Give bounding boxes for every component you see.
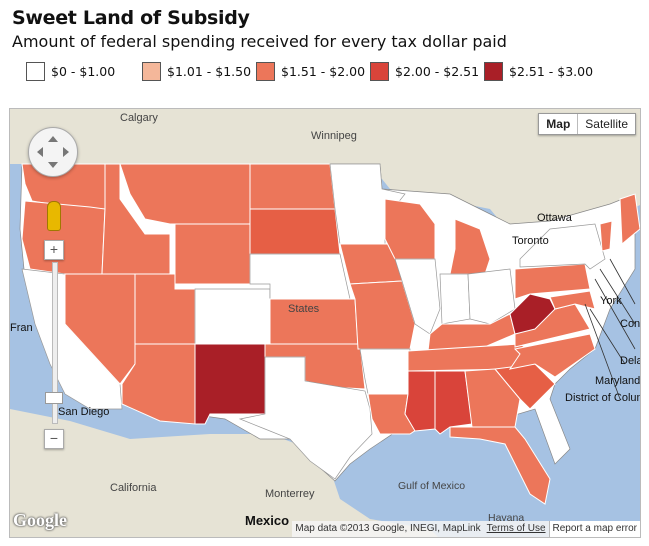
legend-label-0: $0 - $1.00 [51,63,116,79]
chart-subtitle: Amount of federal spending received for … [12,32,507,51]
state-florida[interactable] [449,426,551,505]
street-view-pegman-icon[interactable] [47,201,61,231]
label-dc: District of Columbia [565,392,641,404]
state-colorado[interactable] [194,288,271,345]
google-logo: Google [13,510,67,530]
zoom-slider[interactable] [52,262,58,424]
zoom-out-button[interactable]: − [44,429,64,449]
label-francisco: Fran [10,322,33,334]
legend-label-4: $2.51 - $3.00 [509,63,594,79]
map-svg[interactable]: Calgary Winnipeg Ottawa Toronto San Dieg… [10,109,641,538]
label-winnipeg: Winnipeg [311,130,357,142]
legend-item-4: $2.51 - $3.00 [484,60,593,82]
label-states: States [288,303,320,315]
state-nevada[interactable] [64,273,136,385]
legend-swatch-2 [256,61,275,81]
label-delaware: Dela [620,355,641,367]
map-canvas[interactable]: Calgary Winnipeg Ottawa Toronto San Dieg… [9,108,641,538]
callout-lines [584,258,636,400]
pan-control[interactable] [28,127,78,177]
state-arkansas[interactable] [359,348,411,395]
mexico-land [10,409,438,537]
state-north-dakota[interactable] [249,163,336,210]
state-south-dakota[interactable] [249,208,341,255]
satellite-button[interactable]: Satellite [585,117,628,131]
legend-swatch-4 [484,61,503,81]
label-toronto: Toronto [512,235,549,247]
label-conn: Conn [620,318,641,330]
legend-item-1: $1.01 - $1.50 [142,60,251,82]
state-oregon[interactable] [21,200,106,275]
state-new-york[interactable] [519,223,606,270]
state-ohio[interactable] [467,268,516,325]
label-calgary: Calgary [120,112,158,124]
state-idaho[interactable] [101,163,171,275]
canada-land [10,109,640,259]
legend-swatch-1 [142,61,161,81]
legend-label-1: $1.01 - $1.50 [167,63,252,79]
label-ottawa: Ottawa [537,212,573,224]
label-baja-california: California [110,482,157,494]
legend-item-2: $1.51 - $2.00 [256,60,365,82]
label-mexico: Mexico [245,513,289,528]
pan-arrows-icon [37,136,69,168]
state-new-mexico[interactable] [194,343,266,425]
report-map-error-link[interactable]: Report a map error [548,521,640,537]
terms-of-use-link[interactable]: Terms of Use [486,523,546,534]
map-type-control: Map Satellite [538,113,636,135]
label-monterrey: Monterrey [265,488,315,500]
label-maryland: Maryland [595,375,640,387]
label-san-diego: San Diego [58,406,109,418]
state-mississippi[interactable] [404,370,436,432]
zoom-slider-handle[interactable] [45,392,63,404]
legend-swatch-0 [26,61,45,81]
legend-item-3: $2.00 - $2.51 [370,60,479,82]
map-button[interactable]: Map [539,114,579,134]
map-attribution: Map data ©2013 Google, INEGI, MapLink Te… [292,521,640,537]
state-vermont[interactable] [599,220,613,252]
chart-title: Sweet Land of Subsidy [12,7,250,29]
legend-item-0: $0 - $1.00 [26,60,115,82]
state-wyoming[interactable] [174,223,251,285]
state-north-carolina[interactable] [508,333,596,378]
legend-swatch-3 [370,61,389,81]
zoom-in-button[interactable]: + [44,240,64,260]
state-maine[interactable] [619,193,640,246]
label-gulf: Gulf of Mexico [398,480,465,492]
zoom-control[interactable]: + − [44,240,64,449]
state-georgia[interactable] [464,368,521,428]
legend-label-3: $2.00 - $2.51 [395,63,480,79]
label-york: York [600,295,622,307]
attribution-text: Map data ©2013 Google, INEGI, MapLink [295,523,481,534]
state-indiana[interactable] [439,273,471,325]
legend: $0 - $1.00 $1.01 - $1.50 $1.51 - $2.00 $… [26,60,626,82]
state-texas[interactable] [238,356,373,480]
legend-label-2: $1.51 - $2.00 [281,63,366,79]
state-maryland[interactable] [549,290,596,310]
